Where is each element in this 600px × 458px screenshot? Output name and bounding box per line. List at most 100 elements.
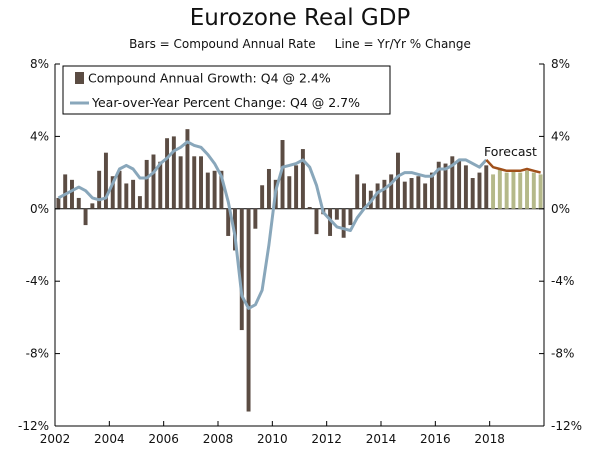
bar <box>375 183 380 209</box>
bar <box>137 196 142 209</box>
bar <box>348 208 353 226</box>
bar <box>450 156 455 209</box>
bar <box>423 183 428 209</box>
bar <box>239 208 244 331</box>
bar <box>144 159 149 209</box>
forecast-bar <box>491 174 496 209</box>
legend-line-label: Year-over-Year Percent Change: Q4 @ 2.7% <box>91 95 360 110</box>
bar <box>334 208 339 220</box>
x-tick-label: 2010 <box>257 432 288 446</box>
axes <box>54 63 545 427</box>
bar <box>158 161 163 209</box>
x-tick-label: 2008 <box>203 432 234 446</box>
yoy-line <box>57 140 488 310</box>
bar <box>307 206 312 209</box>
x-tick-label: 2016 <box>420 432 451 446</box>
legend-box <box>62 65 391 115</box>
bar <box>83 208 88 226</box>
bar <box>171 136 176 209</box>
bar <box>470 178 475 209</box>
bar <box>396 152 400 209</box>
x-tick-label: 2004 <box>94 432 125 446</box>
forecast-bar <box>531 172 536 209</box>
bar <box>117 170 122 209</box>
y-tick-label-right: -12% <box>551 419 582 433</box>
bar <box>205 172 210 209</box>
bar <box>287 176 292 209</box>
bar <box>389 174 394 209</box>
bar <box>219 170 224 209</box>
bar <box>328 208 333 236</box>
bar <box>436 161 441 209</box>
bar <box>457 159 462 209</box>
bar <box>124 183 129 209</box>
bar <box>253 208 258 229</box>
forecast-bar <box>518 172 523 209</box>
bar <box>90 203 95 209</box>
bar <box>443 163 448 209</box>
bar <box>192 156 197 209</box>
yoy-forecast-line <box>485 159 541 174</box>
bar <box>63 174 68 209</box>
bar <box>300 149 305 209</box>
bar <box>429 172 434 209</box>
forecast-bar <box>511 170 516 209</box>
legend-bar-label: Compound Annual Growth: Q4 @ 2.4% <box>88 71 331 86</box>
bar <box>409 178 414 209</box>
bar <box>260 185 265 209</box>
bar <box>246 208 251 412</box>
y-tick-label-left: -4% <box>26 274 49 288</box>
x-tick-label: 2002 <box>40 432 71 446</box>
y-tick-label-left: 4% <box>30 129 49 143</box>
bar <box>294 165 299 209</box>
bar <box>165 138 170 209</box>
bar <box>97 170 102 209</box>
x-tick-label: 2014 <box>366 432 397 446</box>
yoy-line-series <box>57 140 541 310</box>
bar <box>355 174 360 209</box>
bar <box>314 208 319 235</box>
tick-labels: 8% 8%4% 4%0% 0%-4% -4%-8% -8%-12% -12%2002 2004… <box>18 57 582 446</box>
bar <box>178 156 183 209</box>
bar <box>56 197 61 209</box>
y-tick-label-left: 8% <box>30 57 49 71</box>
bar <box>477 172 482 209</box>
bar <box>131 179 136 209</box>
forecast-annotation: Forecast <box>484 144 537 159</box>
bar <box>362 183 366 209</box>
y-tick-label-right: 0% <box>551 202 570 216</box>
bar <box>463 165 468 209</box>
bar <box>280 140 285 209</box>
y-tick-label-right: 8% <box>551 57 570 71</box>
bar <box>416 176 421 209</box>
bar <box>70 179 74 209</box>
legend-bar-swatch <box>75 72 84 84</box>
bar <box>226 208 231 236</box>
bar <box>110 176 115 209</box>
bar <box>76 197 81 209</box>
x-tick-label: 2018 <box>474 432 505 446</box>
legend: Compound Annual Growth: Q4 @ 2.4% Year-o… <box>62 65 391 115</box>
y-tick-label-left: 0% <box>30 202 49 216</box>
bar <box>151 154 156 209</box>
chart-subtitle: Bars = Compound Annual Rate Line = Yr/Yr… <box>129 37 471 51</box>
x-tick-label: 2012 <box>311 432 342 446</box>
y-tick-label-left: -12% <box>18 419 49 433</box>
forecast-bar <box>504 172 509 209</box>
bar <box>199 156 203 209</box>
bar <box>266 168 271 209</box>
bar-series <box>56 129 543 412</box>
forecast-bar <box>497 168 502 209</box>
x-tick-label: 2006 <box>148 432 179 446</box>
y-tick-label-right: -4% <box>551 274 574 288</box>
y-tick-label-right: -8% <box>551 347 574 361</box>
bar <box>484 165 489 209</box>
forecast-bar <box>538 174 543 209</box>
forecast-bar <box>525 170 529 209</box>
bar <box>212 170 217 209</box>
y-tick-label-right: 4% <box>551 129 570 143</box>
bar <box>103 152 108 209</box>
chart-title: Eurozone Real GDP <box>189 5 411 31</box>
y-tick-label-left: -8% <box>26 347 49 361</box>
